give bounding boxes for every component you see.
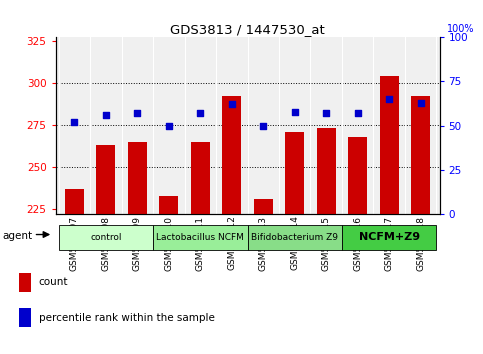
Point — [259, 123, 267, 129]
Point — [291, 109, 298, 114]
Bar — [254, 199, 273, 354]
Point — [385, 96, 393, 102]
FancyBboxPatch shape — [342, 225, 436, 250]
Text: NCFM+Z9: NCFM+Z9 — [358, 232, 420, 242]
FancyBboxPatch shape — [59, 225, 153, 250]
Point — [322, 110, 330, 116]
Text: count: count — [39, 277, 68, 287]
Text: 100%: 100% — [446, 24, 474, 34]
Text: control: control — [90, 233, 122, 242]
Text: Lactobacillus NCFM: Lactobacillus NCFM — [156, 233, 244, 242]
Bar — [222, 96, 241, 354]
Point — [228, 102, 236, 107]
Bar — [191, 142, 210, 354]
Bar — [348, 137, 367, 354]
Bar — [65, 189, 84, 354]
Bar — [159, 196, 178, 354]
Point — [354, 110, 362, 116]
FancyBboxPatch shape — [153, 225, 248, 250]
Text: agent: agent — [2, 232, 32, 241]
Bar — [411, 96, 430, 354]
Bar — [285, 132, 304, 354]
Title: GDS3813 / 1447530_at: GDS3813 / 1447530_at — [170, 23, 325, 36]
Bar — [380, 76, 398, 354]
Text: percentile rank within the sample: percentile rank within the sample — [39, 313, 214, 323]
Point — [197, 110, 204, 116]
FancyBboxPatch shape — [248, 225, 342, 250]
Bar — [128, 142, 147, 354]
Point — [417, 100, 425, 105]
Bar — [317, 128, 336, 354]
Point — [165, 123, 173, 129]
Bar — [97, 145, 115, 354]
Point — [71, 119, 78, 125]
Text: Bifidobacterium Z9: Bifidobacterium Z9 — [251, 233, 338, 242]
Point — [133, 110, 141, 116]
Point — [102, 112, 110, 118]
